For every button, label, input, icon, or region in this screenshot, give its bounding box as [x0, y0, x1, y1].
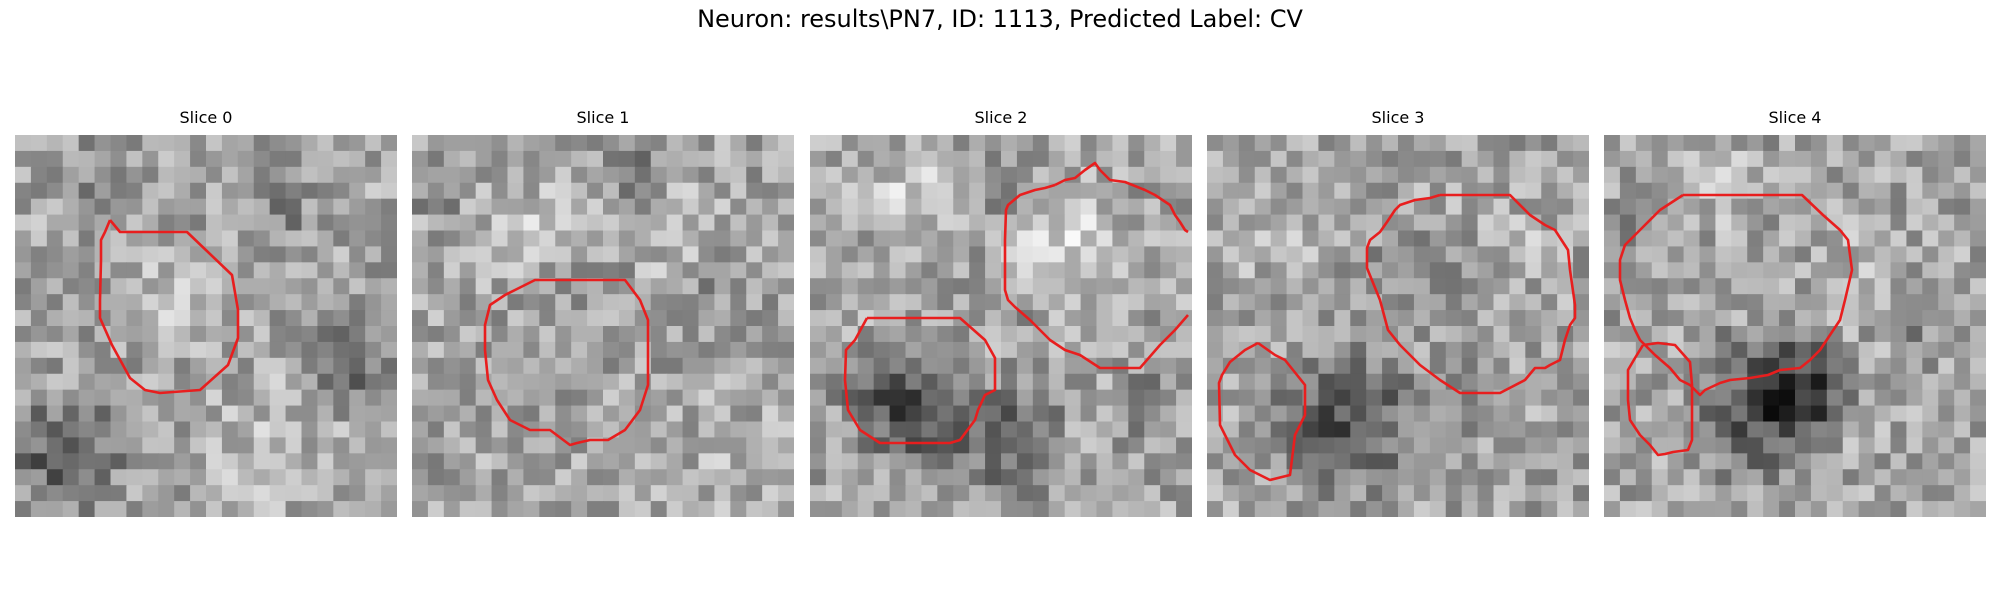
- slice-image: [15, 135, 397, 517]
- roi-contour: [1217, 341, 1307, 482]
- slice-title: Slice 2: [974, 108, 1028, 127]
- slice-image: [1207, 135, 1589, 517]
- roi-contour: [98, 219, 240, 395]
- slice-title: Slice 0: [179, 108, 233, 127]
- roi-contour: [1003, 183, 1189, 370]
- slice-title: Slice 1: [576, 108, 630, 127]
- roi-contour: [1365, 193, 1577, 395]
- slice-title: Slice 3: [1371, 108, 1425, 127]
- roi-contour: [1618, 193, 1854, 397]
- slice-image: [810, 135, 1192, 517]
- roi-contour: [483, 278, 650, 447]
- slice-title: Slice 4: [1768, 108, 1822, 127]
- slice-image: [1604, 135, 1986, 517]
- figure-title: Neuron: results\PN7, ID: 1113, Predicted…: [697, 5, 1303, 33]
- slice-image: [412, 135, 794, 517]
- roi-contour: [843, 316, 997, 445]
- roi-contour: [1054, 161, 1189, 234]
- roi-contour: [1626, 341, 1694, 457]
